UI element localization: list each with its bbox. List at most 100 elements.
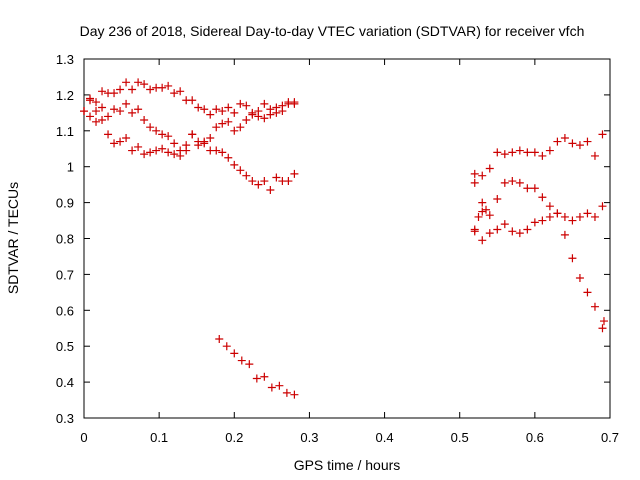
y-tick-label: 1.2 [56,88,74,103]
data-point [523,184,532,193]
data-point [248,177,257,186]
data-point [598,130,607,139]
y-tick-label: 0.8 [56,232,74,247]
data-point [590,151,599,160]
data-point [583,209,592,218]
data-point [134,78,143,87]
data-point [230,126,239,135]
data-point [470,178,479,187]
data-point [164,148,173,157]
data-point [275,381,284,390]
data-point [530,184,539,193]
data-point [140,80,149,89]
data-point [242,116,251,125]
data-point [224,153,233,162]
x-tick-label: 0.4 [376,430,394,445]
data-point [545,202,554,211]
data-point [222,342,231,351]
data-point [508,148,517,157]
data-point [478,198,487,207]
data-point [206,110,215,119]
data-point [110,105,119,114]
data-point [590,302,599,311]
data-point [530,148,539,157]
data-point [493,195,502,204]
data-point [254,180,263,189]
data-point [182,146,191,155]
data-point [598,202,607,211]
data-point [170,150,179,159]
series-track-c [80,99,299,160]
data-point [158,130,167,139]
data-point [104,130,113,139]
data-point [260,372,269,381]
data-point [200,105,209,114]
data-point [568,254,577,263]
x-axis-label: GPS time / hours [294,457,401,473]
y-tick-label: 0.4 [56,375,74,390]
data-point [485,229,494,238]
series-track-a [80,78,299,119]
data-point [236,99,245,108]
y-tick-label: 0.3 [56,411,74,426]
axis-ticks: 0 0.1 0.2 0.3 0.4 0.5 0.6 0.7 0.3 0.4 0.5 0.6 0.7 0.8… [56,52,619,445]
data-point [538,151,547,160]
data-point [116,85,125,94]
data-point [478,236,487,245]
data-point [266,186,275,195]
data-point [599,317,608,326]
data-point [478,171,487,180]
data-point [560,212,569,221]
data-point [583,137,592,146]
data-point [212,105,221,114]
data-point [176,151,185,160]
data-point [272,173,281,182]
y-axis-label: SDTVAR / TECUs [5,182,21,294]
data-point [245,360,254,369]
data-point [530,218,539,227]
data-point [470,169,479,178]
y-tick-label: 1.3 [56,52,74,67]
data-point [104,112,113,121]
data-point [260,99,269,108]
x-tick-label: 0.7 [601,430,619,445]
data-points [80,78,608,399]
data-point [290,390,299,399]
x-tick-label: 0 [80,430,87,445]
data-point [170,89,179,98]
data-point [218,107,227,116]
data-point [158,144,167,153]
data-point [236,123,245,132]
data-point [140,150,149,159]
y-tick-label: 0.5 [56,339,74,354]
x-tick-label: 0.2 [225,430,243,445]
data-point [215,335,224,344]
data-point [237,356,246,365]
data-point [164,132,173,141]
x-tick-label: 0.5 [451,430,469,445]
data-point [236,166,245,175]
data-point [254,112,263,121]
data-point [92,107,101,116]
data-point [230,349,239,358]
y-tick-label: 1.1 [56,124,74,139]
data-point [485,164,494,173]
data-point [290,169,299,178]
data-point [170,139,179,148]
data-point [128,146,137,155]
data-point [242,101,251,110]
data-point [218,119,227,128]
data-point [98,116,107,125]
data-point [252,374,261,383]
data-point [212,146,221,155]
y-tick-label: 0.6 [56,303,74,318]
data-point [508,227,517,236]
series-track-e [470,130,607,180]
data-point [538,216,547,225]
data-point [493,225,502,234]
data-point [500,178,509,187]
data-point [278,107,287,116]
data-point [98,87,107,96]
data-point [568,216,577,225]
